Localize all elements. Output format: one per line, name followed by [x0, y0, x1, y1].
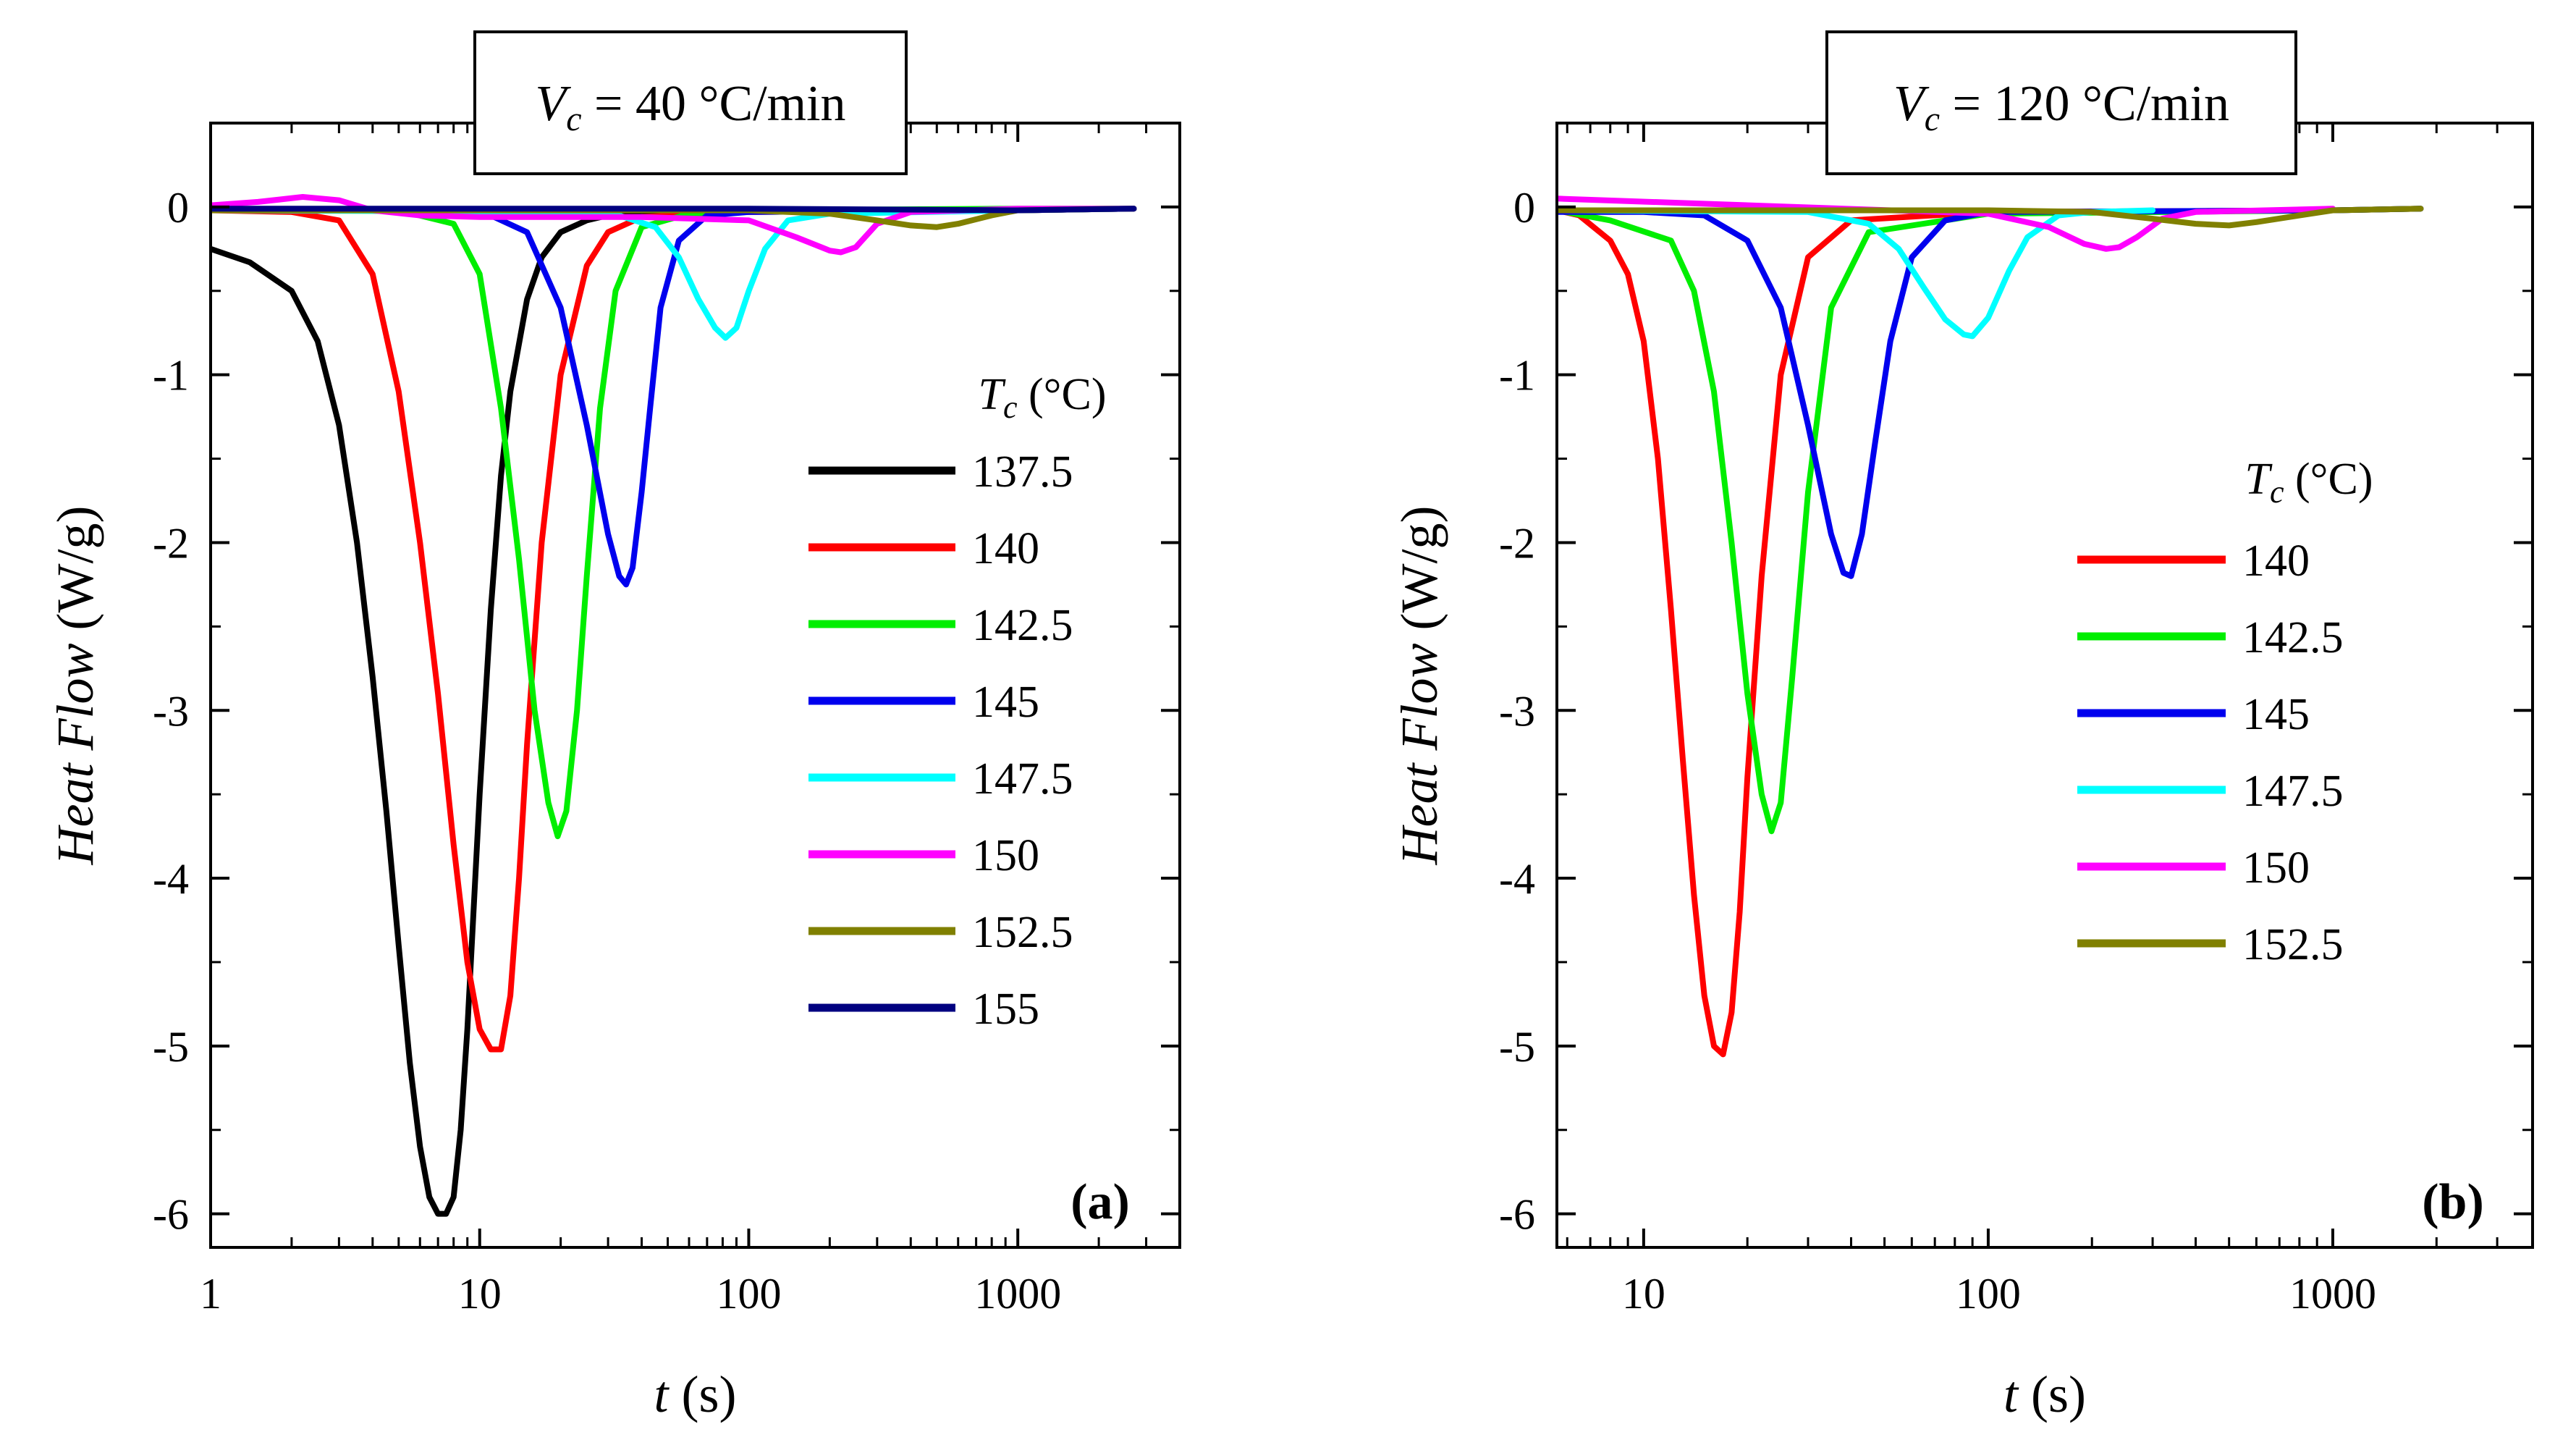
legend-label-137.5: 137.5: [972, 447, 1073, 497]
x-axis-title: t (s): [654, 1365, 737, 1423]
panel-label: (b): [2422, 1174, 2484, 1230]
legend-label-152.5: 152.5: [2242, 920, 2344, 969]
legend-label-155: 155: [972, 985, 1039, 1034]
y-tick-label: -3: [153, 687, 189, 735]
x-tick-label: 100: [716, 1270, 781, 1318]
x-tick-label: 10: [1622, 1270, 1665, 1318]
legend-label-152.5: 152.5: [972, 908, 1073, 957]
cooling-rate-frame: [473, 30, 908, 175]
series-line-152.5: [1557, 206, 2424, 229]
series-line-147.5: [1557, 207, 2156, 340]
cooling-rate-label: Vc = 120 °C/min: [1893, 76, 2229, 138]
y-tick-label: -4: [1499, 855, 1535, 903]
cooling-rate-box: Vc = 40 °C/min: [473, 30, 908, 175]
x-axis-title: t (s): [2003, 1365, 2086, 1423]
legend-label-147.5: 147.5: [972, 754, 1073, 804]
y-axis: 0 -1 -2 -3 -4 -5 -6: [153, 122, 1180, 1239]
y-axis: 0 -1 -2 -3 -4 -5 -6: [1499, 122, 2533, 1239]
series-line-150: [211, 194, 1137, 256]
x-tick-label: 10: [458, 1270, 502, 1318]
series-group: [1557, 195, 2424, 1058]
y-tick-label: 0: [167, 184, 189, 232]
legend: Tc (°C) 137.5 140 142.5 145 147.5 150 152.5 155: [808, 370, 1106, 1034]
y-axis-title: Heat Flow (W/g): [46, 506, 104, 866]
series-line-145: [1557, 206, 2424, 579]
legend-label-150: 150: [2242, 843, 2310, 893]
legend-title: Tc (°C): [979, 370, 1107, 425]
chart-panel-0: 1 10 100 1000 0 -1 -2 -3 -4 -5 -6 t (s) Heat Flow (W…: [46, 30, 1181, 1423]
legend-label-142.5: 142.5: [2242, 613, 2344, 662]
cooling-rate-frame: [1825, 30, 2297, 175]
series-line-140: [1557, 206, 2424, 1058]
y-tick-label: -6: [1499, 1191, 1535, 1239]
y-tick-label: 0: [1513, 184, 1535, 232]
x-axis: 1 10 100 1000: [200, 123, 1181, 1318]
y-tick-label: -6: [153, 1191, 189, 1239]
legend-title: Tc (°C): [2245, 455, 2373, 510]
legend-label-145: 145: [972, 678, 1039, 727]
series-line-140: [211, 206, 1137, 1053]
legend-label-140: 140: [972, 524, 1039, 573]
legend: Tc (°C) 140 142.5 145 147.5 150 152.5: [2077, 455, 2373, 969]
series-group: [211, 194, 1137, 1217]
y-tick-label: -1: [153, 352, 189, 400]
x-tick-label: 1: [200, 1270, 221, 1318]
series-line-145: [211, 206, 1137, 588]
legend-label-142.5: 142.5: [972, 601, 1073, 650]
y-tick-label: -5: [153, 1023, 189, 1071]
y-tick-label: -2: [153, 519, 189, 567]
y-tick-label: -4: [153, 855, 189, 903]
plot-frame: [1555, 122, 2534, 1249]
x-tick-label: 1000: [974, 1270, 1061, 1318]
x-axis: 10 100 1000: [1566, 123, 2499, 1318]
legend-label-145: 145: [2242, 690, 2310, 739]
x-tick-label: 100: [1956, 1270, 2021, 1318]
legend-label-147.5: 147.5: [2242, 767, 2344, 816]
y-tick-label: -1: [1499, 352, 1535, 400]
cooling-rate-label: Vc = 40 °C/min: [535, 76, 845, 138]
series-line-142.5: [1557, 206, 2424, 835]
legend-label-150: 150: [972, 831, 1039, 880]
panel-label: (a): [1070, 1174, 1130, 1230]
series-line-150: [1557, 195, 2336, 252]
legend-label-140: 140: [2242, 536, 2310, 586]
y-tick-label: -3: [1499, 687, 1535, 735]
y-tick-label: -5: [1499, 1023, 1535, 1071]
chart-panel-1: 10 100 1000 0 -1 -2 -3 -4 -5 -6 t (s) Heat Flow (W/…: [1390, 30, 2534, 1423]
y-tick-label: -2: [1499, 519, 1535, 567]
x-tick-label: 1000: [2289, 1270, 2376, 1318]
series-line-142.5: [211, 206, 1137, 840]
y-axis-title: Heat Flow (W/g): [1390, 506, 1448, 866]
cooling-rate-box: Vc = 120 °C/min: [1825, 30, 2297, 175]
series-line-155: [211, 206, 1137, 214]
